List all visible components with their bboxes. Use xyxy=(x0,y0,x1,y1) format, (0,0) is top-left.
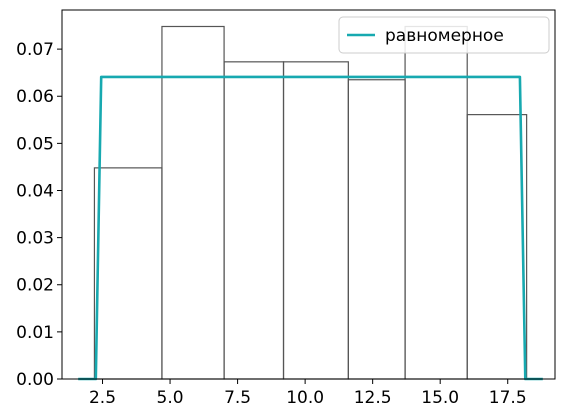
histogram-bar-2 xyxy=(161,25,225,380)
histogram-bars xyxy=(93,25,528,380)
histogram-bar-5 xyxy=(347,79,406,380)
x-tick-label: 5.0 xyxy=(157,388,184,408)
histogram-bar-4 xyxy=(282,61,349,380)
x-tick-label: 2.5 xyxy=(89,388,116,408)
x-axis-ticks: 2.5 5.0 7.5 10.0 12.5 15.0 17.5 xyxy=(89,379,527,408)
y-tick-label: 0.01 xyxy=(16,323,54,343)
y-tick-label: 0.07 xyxy=(16,40,54,60)
histogram-bar-1 xyxy=(93,167,163,380)
legend: равномерное xyxy=(338,16,550,54)
y-tick-label: 0.05 xyxy=(16,134,54,154)
y-tick-label: 0.06 xyxy=(16,87,54,107)
series-line-1 xyxy=(78,75,543,381)
y-tick-label: 0.03 xyxy=(16,229,54,249)
series-lines xyxy=(78,75,543,381)
legend-label: равномерное xyxy=(385,26,504,46)
y-axis-ticks: 0.00 0.01 0.02 0.03 0.04 0.05 0.06 0.07 xyxy=(16,40,62,390)
histogram-bar-6 xyxy=(404,25,468,380)
legend-box xyxy=(338,16,550,54)
y-tick-label: 0.02 xyxy=(16,276,54,296)
x-tick-label: 12.5 xyxy=(354,388,392,408)
x-tick-label: 17.5 xyxy=(489,388,527,408)
x-tick-label: 10.0 xyxy=(286,388,324,408)
y-tick-label: 0.04 xyxy=(16,181,54,201)
x-tick-label: 7.5 xyxy=(224,388,251,408)
histogram-bar-7 xyxy=(466,114,528,380)
x-tick-label: 15.0 xyxy=(421,388,459,408)
histogram-bar-3 xyxy=(223,61,285,380)
y-tick-label: 0.00 xyxy=(16,370,54,390)
axes-frame xyxy=(61,9,556,380)
